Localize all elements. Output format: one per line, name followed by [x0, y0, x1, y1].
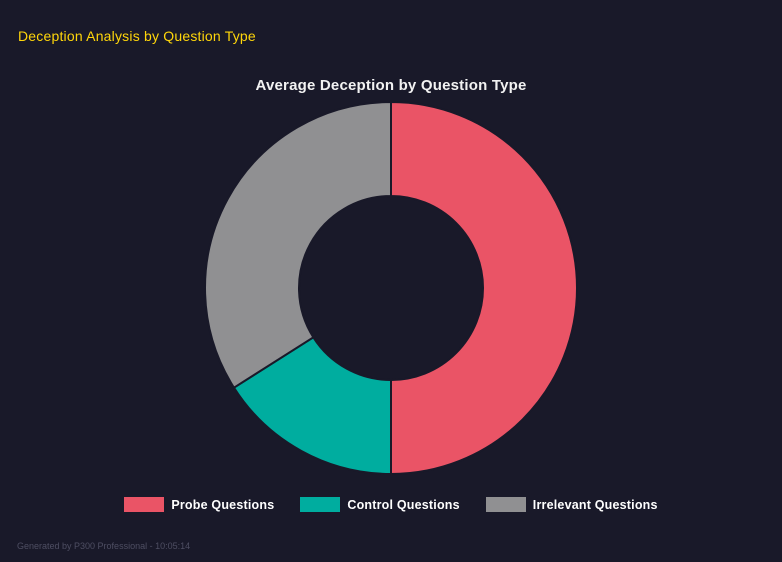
- donut-slice-probe-questions[interactable]: [390, 100, 578, 476]
- donut-chart[interactable]: [201, 98, 581, 478]
- legend-swatch: [300, 497, 341, 512]
- legend-label: Irrelevant Questions: [532, 497, 658, 512]
- legend-item-irrelevant-questions[interactable]: Irrelevant Questions: [485, 497, 658, 512]
- chart-title: Average Deception by Question Type: [255, 77, 527, 94]
- legend-swatch: [124, 497, 165, 512]
- donut-slice-irrelevant-questions[interactable]: [204, 100, 392, 390]
- legend-label: Control Questions: [347, 497, 460, 512]
- chart-legend: Probe Questions Control Questions Irreleva…: [0, 497, 782, 512]
- legend-label: Probe Questions: [171, 497, 275, 512]
- legend-item-probe-questions[interactable]: Probe Questions: [124, 497, 274, 512]
- donut-slice-control-questions[interactable]: [232, 335, 392, 476]
- legend-item-control-questions[interactable]: Control Questions: [300, 497, 460, 512]
- page-title: Deception Analysis by Question Type: [18, 28, 256, 44]
- chart-container: [201, 98, 581, 478]
- legend-swatch: [485, 497, 526, 512]
- footer-text: Generated by P300 Professional - 10:05:1…: [17, 541, 191, 551]
